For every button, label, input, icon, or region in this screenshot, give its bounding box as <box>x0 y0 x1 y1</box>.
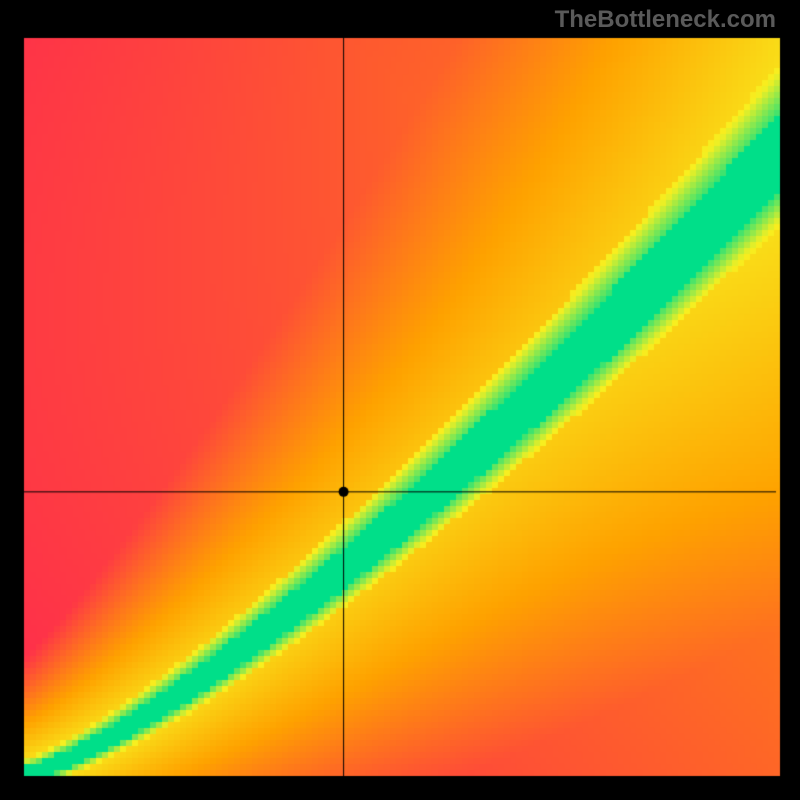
chart-container: TheBottleneck.com <box>0 0 800 800</box>
watermark-text: TheBottleneck.com <box>555 6 776 34</box>
bottleneck-heatmap <box>0 0 800 800</box>
